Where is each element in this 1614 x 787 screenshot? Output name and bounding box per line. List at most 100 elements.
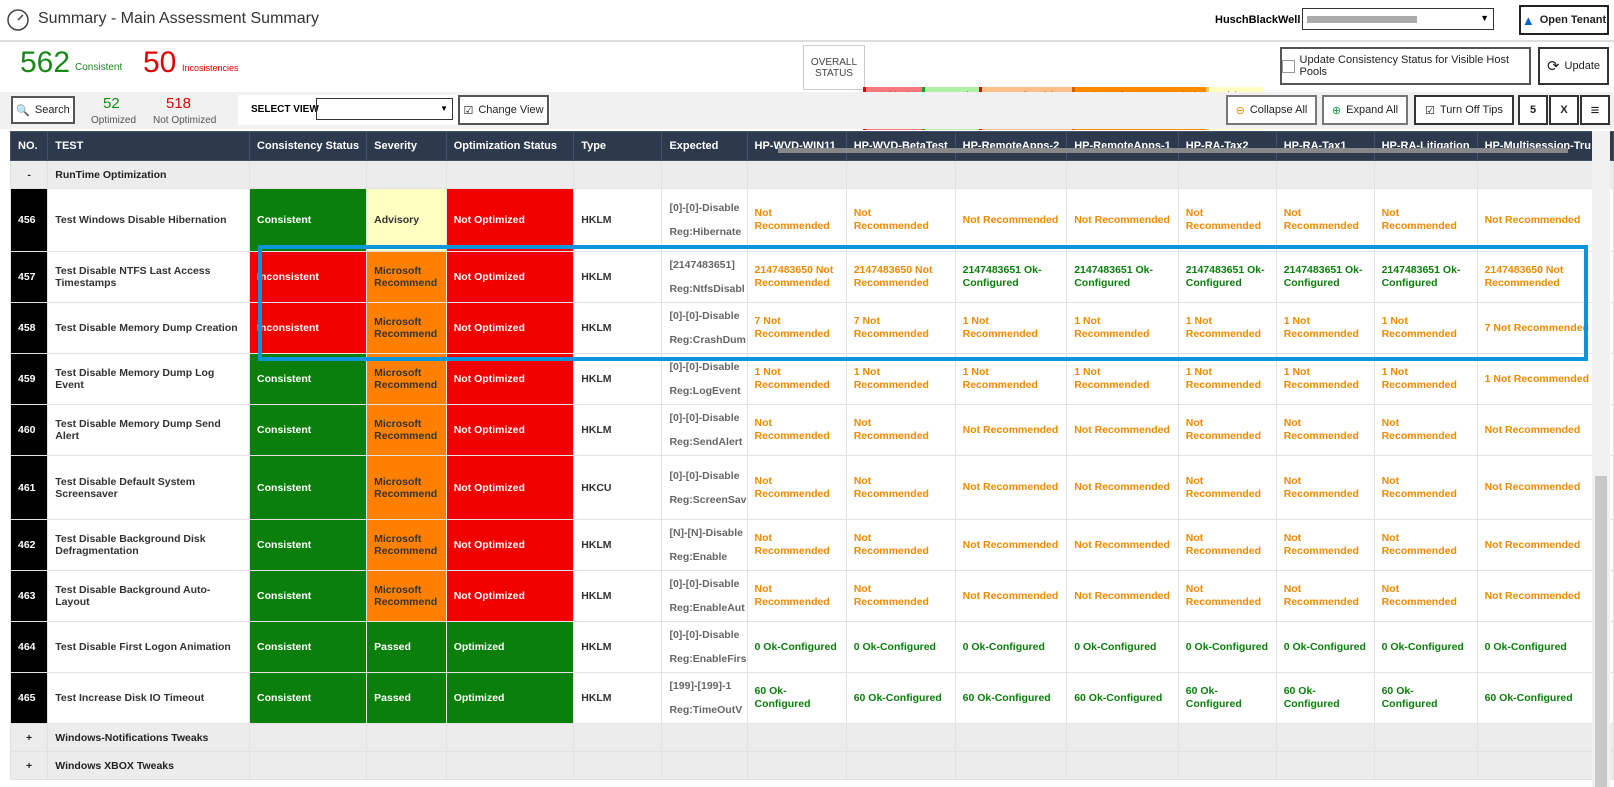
type-cell: HKCU xyxy=(573,455,663,520)
column-header[interactable]: Type xyxy=(573,131,663,161)
host-cell: 0 Ok-Configured xyxy=(1476,621,1599,673)
host-cell: Not Recommended xyxy=(1066,519,1179,571)
expected-cell: [2147483651] Reg:NtfsDisabl xyxy=(661,251,748,303)
view-select[interactable]: ▼ xyxy=(316,98,453,120)
expected-cell: [0]-[0]-Disable Reg:LogEvent xyxy=(661,353,748,405)
expected-line: Reg:EnableFirs xyxy=(669,653,747,665)
host-header[interactable]: HP-WVD-WIN11 xyxy=(746,131,847,161)
row-number: 463 xyxy=(9,570,49,622)
group-cell xyxy=(954,723,1068,752)
update-consistency-button[interactable]: Update Consistency Status for Visible Ho… xyxy=(1280,47,1531,85)
host-cell: 0 Ok-Configured xyxy=(1373,621,1478,673)
host-cell: 2147483651 Ok-Configured xyxy=(1373,251,1478,303)
type-cell: HKLM xyxy=(573,621,663,673)
expected-line: [0]-[0]-Disable xyxy=(669,310,740,322)
turn-off-tips-button[interactable]: ☑ Turn Off Tips xyxy=(1414,95,1514,125)
host-cell: Not Recommended xyxy=(1177,455,1277,520)
expected-line: Reg:ScreenSav xyxy=(669,493,747,506)
expected-cell: [0]-[0]-Disable Reg:CrashDum xyxy=(661,302,748,354)
host-header[interactable]: HP-RA-Tax1 xyxy=(1275,131,1375,161)
host-cell: 60 Ok-Configured xyxy=(1177,672,1277,724)
host-cell: 0 Ok-Configured xyxy=(954,621,1068,673)
search-button[interactable]: 🔍 Search xyxy=(11,96,75,124)
host-cell: 0 Ok-Configured xyxy=(746,621,847,673)
group-cell xyxy=(954,751,1068,780)
row-number: 456 xyxy=(9,188,49,252)
collapse-all-button[interactable]: ⊖ Collapse All xyxy=(1226,95,1317,125)
column-header[interactable]: Consistency Status xyxy=(249,131,368,161)
optimization-cell: Not Optimized xyxy=(445,404,575,456)
expected-line: Reg:LogEvent xyxy=(669,385,741,397)
column-header[interactable]: TEST xyxy=(47,131,251,161)
host-cell: Not Recommended xyxy=(1476,404,1599,456)
optimization-cell: Not Optimized xyxy=(445,302,575,354)
data-row: 457 Test Disable NTFS Last Access Timesta… xyxy=(9,251,1614,303)
data-row: 459 Test Disable Memory Dump Log Event Con… xyxy=(9,353,1614,405)
column-header[interactable]: Severity xyxy=(366,131,447,161)
host-cell: Not Recommended xyxy=(954,519,1068,571)
group-cell xyxy=(1177,723,1277,752)
select-view-label: SELECT VIEW xyxy=(251,104,319,115)
host-header[interactable]: HP-WVD-BetaTest xyxy=(845,131,956,161)
consistent-count: 562 xyxy=(20,46,71,79)
host-header[interactable]: HP-RemoteApps-2 xyxy=(954,131,1068,161)
consistency-cell: Consistent xyxy=(249,621,368,673)
group-toggle[interactable]: + xyxy=(9,751,49,780)
update-button[interactable]: ⟳ Update xyxy=(1538,47,1609,85)
host-header[interactable]: HP-Multisession-Tru xyxy=(1476,131,1599,161)
group-toggle[interactable]: - xyxy=(9,160,49,189)
group-cell xyxy=(1476,160,1599,189)
host-cell: 60 Ok-Configured xyxy=(1066,672,1179,724)
group-cell xyxy=(746,160,847,189)
group-cell xyxy=(445,751,575,780)
test-name: Test Disable Memory Dump Log Event xyxy=(47,353,251,405)
group-cell xyxy=(573,160,663,189)
group-cell xyxy=(661,723,748,752)
group-cell xyxy=(1373,723,1478,752)
excel-export[interactable]: X xyxy=(1549,95,1579,125)
tenant-select[interactable]: ▼ xyxy=(1302,8,1494,30)
host-cell: Not Recommended xyxy=(746,188,847,252)
host-cell: 1 Not Recommended xyxy=(746,353,847,405)
group-cell xyxy=(1373,160,1478,189)
group-cell xyxy=(366,751,447,780)
group-row: + Windows-Notifications Tweaks xyxy=(9,723,1614,752)
column-header[interactable]: Expected xyxy=(661,131,748,161)
open-tenant-button[interactable]: ▲ Open Tenant xyxy=(1519,5,1609,35)
expected-cell: [N]-[N]-Disable Reg:Enable xyxy=(661,519,748,571)
change-view-button[interactable]: ☑ Change View xyxy=(458,95,549,125)
group-toggle[interactable]: + xyxy=(9,723,49,752)
search-text: Search xyxy=(34,104,70,116)
group-cell xyxy=(573,751,663,780)
host-header[interactable]: HP-RA-Litigation xyxy=(1373,131,1478,161)
menu-button[interactable]: ≡ xyxy=(1580,95,1610,125)
host-cell: Not Recommended xyxy=(746,570,847,622)
host-cell: Not Recommended xyxy=(746,455,847,520)
severity-cell: Microsoft Recommend xyxy=(366,302,447,354)
expand-all-text: Expand All xyxy=(1346,104,1399,116)
group-cell xyxy=(445,160,575,189)
consistency-cell: Consistent xyxy=(249,672,368,724)
column-header[interactable]: Optimization Status xyxy=(445,131,575,161)
gauge-icon xyxy=(7,9,29,31)
severity-cell: Microsoft Recommend xyxy=(366,404,447,456)
html5-export[interactable]: 5 xyxy=(1518,95,1548,125)
row-number: 465 xyxy=(9,672,49,724)
expand-all-button[interactable]: ⊕ Expand All xyxy=(1322,95,1408,125)
host-cell: 2147483651 Ok-Configured xyxy=(954,251,1068,303)
host-header[interactable]: HP-RemoteApps-1 xyxy=(1066,131,1179,161)
optimization-cell: Optimized xyxy=(445,672,575,724)
overall-status-label: OVERALL STATUS xyxy=(803,45,865,90)
column-header[interactable]: NO. xyxy=(9,131,49,161)
expected-line: [0]-[0]-Disable xyxy=(669,578,740,590)
test-name: Test Increase Disk IO Timeout xyxy=(47,672,251,724)
group-cell xyxy=(1066,160,1179,189)
open-tenant-text: Open Tenant xyxy=(1539,14,1607,26)
not-optimized-count: 518 xyxy=(166,95,192,112)
expected-line: [N]-[N]-Disable xyxy=(669,527,743,539)
group-cell xyxy=(1177,160,1277,189)
host-header[interactable]: HP-RA-Tax2 xyxy=(1177,131,1277,161)
host-cell: Not Recommended xyxy=(1066,404,1179,456)
expected-cell: [0]-[0]-Disable Reg:EnableFirs xyxy=(661,621,748,673)
scrollbar[interactable] xyxy=(1592,131,1610,787)
